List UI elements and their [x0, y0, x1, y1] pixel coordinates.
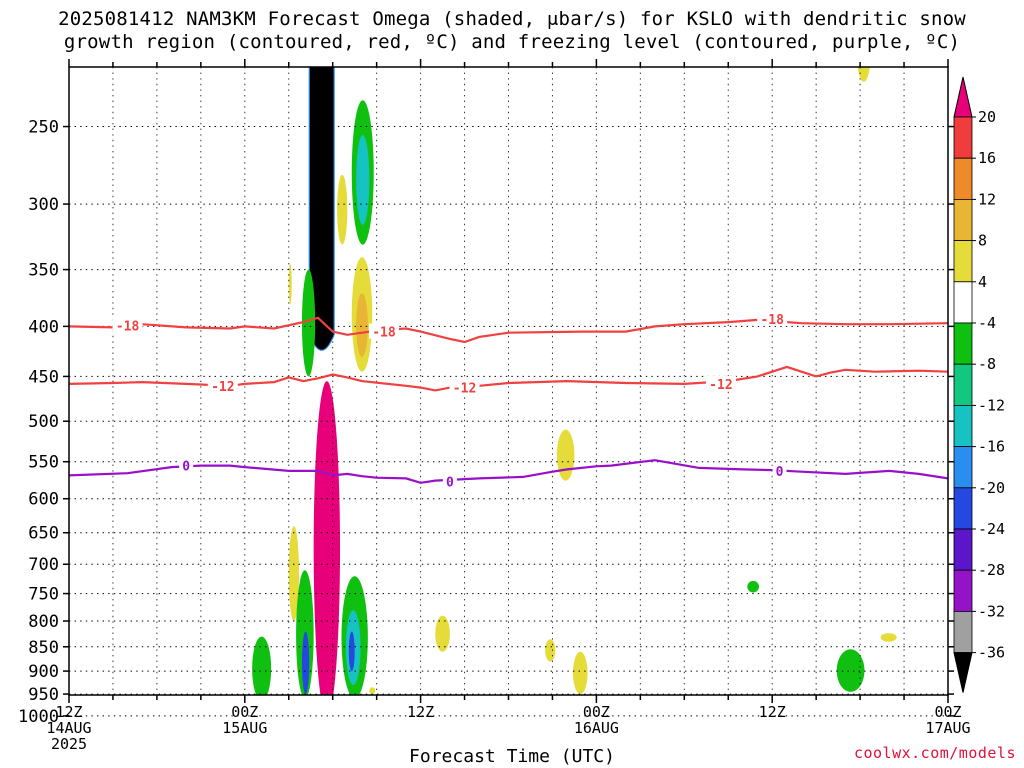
colorbar-label: 16 [978, 149, 996, 167]
y-tick-label: 850 [28, 638, 59, 658]
colorbar-swatch [953, 116, 973, 159]
y-tick-label: 350 [28, 261, 59, 281]
contour-label-bg [757, 310, 788, 326]
y-tick-label: 650 [28, 524, 59, 544]
colorbar-label: -8 [978, 355, 996, 373]
colorbar-swatch [953, 198, 973, 241]
x-tick-label: 14AUG [46, 719, 91, 737]
omega-shaded-region [288, 263, 292, 305]
contour-label-bg [368, 323, 399, 339]
colorbar-swatch [953, 281, 973, 324]
omega-shaded-region [356, 134, 370, 225]
contour-label-bg [772, 462, 787, 478]
x-tick-label: 12Z [759, 703, 786, 721]
y-tick-label: 750 [28, 585, 59, 605]
omega-shaded-region [369, 687, 376, 695]
colorbar-label: 20 [978, 108, 996, 126]
y-tick-label: 500 [28, 412, 59, 432]
contour-label: 0 [182, 460, 190, 475]
colorbar-swatch [953, 611, 973, 654]
y-tick-label: 1000 [18, 707, 59, 727]
omega-shaded-region [556, 429, 575, 481]
y-tick-label: 550 [28, 453, 59, 473]
omega-shaded-region [337, 174, 348, 245]
y-tick-label: 700 [28, 555, 59, 575]
omega-shaded-region [836, 649, 865, 692]
contour-label: 0 [776, 465, 784, 480]
contour-label-bg [179, 457, 194, 473]
omega-shaded-region [747, 580, 760, 593]
omega-shaded-region [880, 633, 897, 642]
x-tick-label: 2025 [51, 735, 87, 753]
contour-label: -18 [760, 313, 784, 328]
contour-label-bg [449, 379, 480, 395]
x-tick-label: 16AUG [574, 719, 619, 737]
y-tick-label: 300 [28, 195, 59, 215]
x-tick-label: 12Z [407, 703, 434, 721]
chart-title-line1: 2025081412 NAM3KM Forecast Omega (shaded… [58, 8, 966, 30]
y-tick-label: 600 [28, 490, 59, 510]
contour-label: -12 [709, 378, 732, 393]
colorbar-label: 8 [978, 232, 987, 250]
colorbar-label: -16 [978, 438, 1005, 456]
colorbar-top-extend [953, 76, 973, 118]
colorbar-label: -28 [978, 561, 1005, 579]
y-tick-label: 950 [28, 685, 59, 705]
x-tick-label: 15AUG [222, 719, 267, 737]
y-tick-label: 900 [28, 662, 59, 682]
colorbar-swatch [953, 322, 973, 365]
contour-label-bg [705, 375, 736, 391]
colorbar-label: -24 [978, 520, 1005, 538]
x-tick-label: 00Z [231, 703, 258, 721]
x-tick-label: 12Z [55, 703, 82, 721]
y-tick-label: 250 [28, 118, 59, 138]
colorbar-swatch [953, 569, 973, 612]
contour-label: -18 [116, 319, 140, 334]
contour-label-bg [207, 377, 238, 393]
omega-shaded-region [572, 651, 588, 695]
contour-label: 0 [446, 475, 454, 490]
x-tick-label: 00Z [583, 703, 610, 721]
contour-label: -12 [211, 380, 234, 395]
contour-label-bg [442, 473, 457, 489]
chart-title-line2: growth region (contoured, red, ºC) and f… [63, 31, 961, 53]
colorbar-swatch [953, 446, 973, 489]
y-tick-label: 400 [28, 317, 59, 337]
contour-label: -18 [372, 326, 396, 341]
colorbar-label: 4 [978, 273, 987, 291]
contour-label: -12 [453, 382, 476, 397]
x-axis-title: Forecast Time (UTC) [409, 746, 615, 767]
omega-shaded-region [301, 269, 316, 377]
omega-shaded-region [545, 639, 556, 662]
colorbar-swatch [953, 528, 973, 571]
omega-shaded-region [252, 636, 272, 695]
omega-shaded-region [435, 615, 450, 652]
colorbar-label: -32 [978, 602, 1005, 620]
colorbar-swatch [953, 240, 973, 283]
colorbar-label: -12 [978, 396, 1005, 414]
source-credit: coolwx.com/models [853, 744, 1016, 762]
colorbar-label: 12 [978, 190, 996, 208]
colorbar-label: -36 [978, 644, 1005, 662]
colorbar-label: -20 [978, 479, 1005, 497]
contour-line [69, 316, 948, 344]
colorbar-label: -4 [978, 314, 996, 332]
colorbar-swatch [953, 363, 973, 406]
colorbar-swatch [953, 487, 973, 530]
colorbar-bottom-extend [953, 652, 973, 693]
x-tick-label: 17AUG [925, 719, 970, 737]
omega-shaded-region [313, 381, 341, 695]
y-tick-label: 800 [28, 612, 59, 632]
colorbar-swatch [953, 157, 973, 200]
contour-label-bg [112, 317, 143, 333]
colorbar-swatch [953, 404, 973, 447]
omega-shaded-region [348, 631, 355, 672]
x-tick-label: 00Z [934, 703, 961, 721]
omega-shaded-region [301, 631, 310, 695]
omega-shaded-region [356, 293, 368, 358]
y-tick-label: 450 [28, 367, 59, 387]
omega-shaded-region [288, 526, 300, 622]
omega-shaded-region [857, 67, 870, 82]
